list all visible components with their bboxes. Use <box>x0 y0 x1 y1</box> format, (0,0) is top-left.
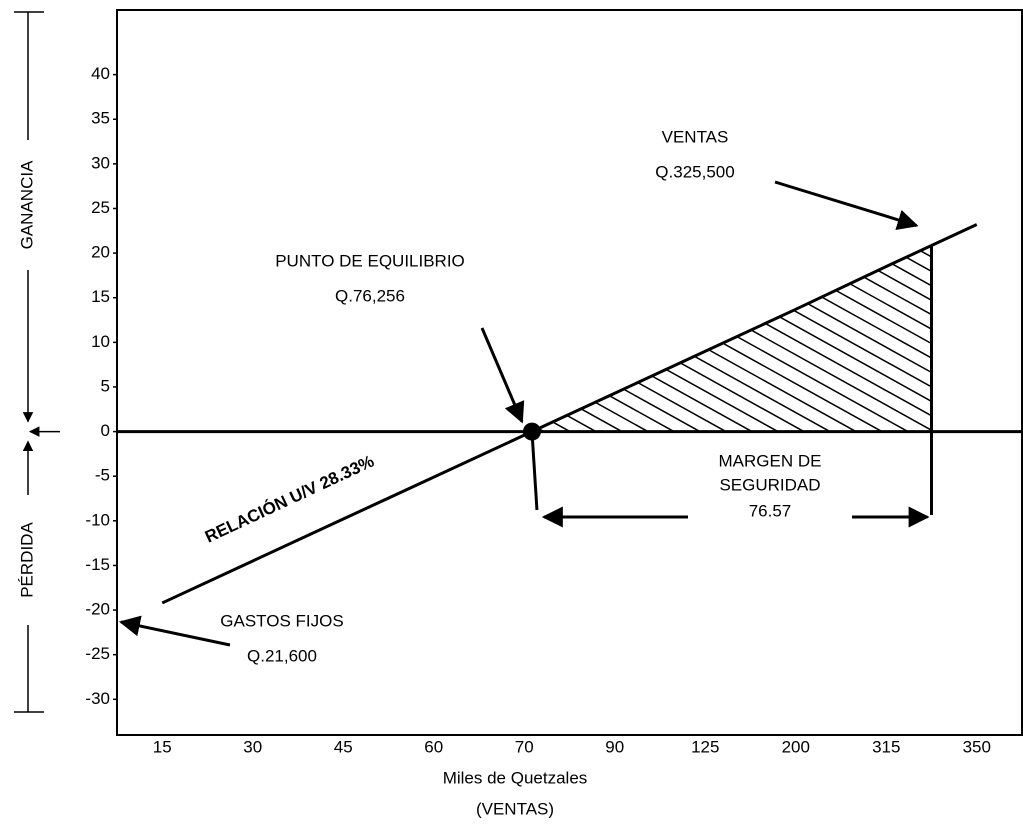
hatch-line <box>531 245 701 432</box>
hatch-line <box>729 245 932 432</box>
y-tick-label: 35 <box>91 109 110 128</box>
x-tick-label: 70 <box>515 737 534 756</box>
x-axis-label: Miles de Quetzales <box>443 768 588 787</box>
hatch-line <box>599 245 932 432</box>
x-tick-label: 315 <box>872 737 900 756</box>
side-label: PÉRDIDA <box>17 522 36 598</box>
y-tick-label: -5 <box>95 466 110 485</box>
x-tick-label: 90 <box>605 737 624 756</box>
series-line <box>161 223 978 605</box>
annotation: GASTOS FIJOS <box>220 611 343 630</box>
y-tick-label: 30 <box>91 153 110 172</box>
annotation: Q.325,500 <box>655 162 734 181</box>
hatch-line <box>651 245 932 432</box>
legend-label: RELACIÓN U/V 28.33% <box>202 452 377 547</box>
x-tick-label: 30 <box>243 737 262 756</box>
side-label: GANANCIA <box>17 160 36 249</box>
annotation: Q.21,600 <box>247 646 317 665</box>
hatch <box>531 232 1023 432</box>
arrow <box>480 327 525 424</box>
y-tick-label: -20 <box>85 600 110 619</box>
annotation: Q.76,256 <box>335 286 405 305</box>
y-tick-label: 40 <box>91 64 110 83</box>
x-axis-label: (VENTAS) <box>476 799 554 818</box>
hatch-line <box>531 245 883 432</box>
y-tick-label: 20 <box>91 243 110 262</box>
label-bg <box>18 495 38 625</box>
x-tick-label: 15 <box>153 737 172 756</box>
hatch-line <box>677 245 932 432</box>
y-tick-label: -10 <box>85 510 110 529</box>
y-tick-label: 0 <box>101 421 110 440</box>
x-tick-label: 200 <box>782 737 810 756</box>
hatch-line <box>531 245 831 432</box>
x-tick-label: 60 <box>424 737 443 756</box>
be-line <box>530 431 539 511</box>
plot-frame <box>116 9 1023 736</box>
hatch-line <box>833 245 932 432</box>
hatch-line <box>964 232 1023 432</box>
y-tick-label: -30 <box>85 689 110 708</box>
annotation: MARGEN DE <box>719 451 822 470</box>
annotation: VENTAS <box>662 127 729 146</box>
label-bg <box>18 140 38 270</box>
annotation: PUNTO DE EQUILIBRIO <box>275 251 465 270</box>
x-tick-label: 45 <box>334 737 353 756</box>
y-tick-label: 25 <box>91 198 110 217</box>
hatch-line <box>911 245 932 432</box>
annotation: SEGURIDAD <box>719 475 820 494</box>
hatch-line <box>938 232 1023 432</box>
x-tick-label: 125 <box>691 737 719 756</box>
annotation: 76.57 <box>749 501 792 520</box>
break-even-dot <box>522 422 541 441</box>
hatch-line <box>859 245 932 432</box>
y-tick-label: 15 <box>91 287 110 306</box>
y-tick-label: 10 <box>91 332 110 351</box>
hatch-line <box>990 232 1023 432</box>
hatch-line <box>547 245 909 432</box>
arrow <box>774 180 919 230</box>
hatch-line <box>573 245 932 432</box>
y-tick-label: -15 <box>85 555 110 574</box>
arrow <box>118 615 231 647</box>
hatch-line <box>531 245 675 432</box>
hatch-line <box>703 245 932 432</box>
hatch-line <box>755 245 932 432</box>
x-tick-label: 350 <box>963 737 991 756</box>
y-tick-label: -25 <box>85 644 110 663</box>
hatch-line <box>781 245 932 432</box>
hatch-line <box>531 245 857 432</box>
y-tick-label: 5 <box>101 376 110 395</box>
